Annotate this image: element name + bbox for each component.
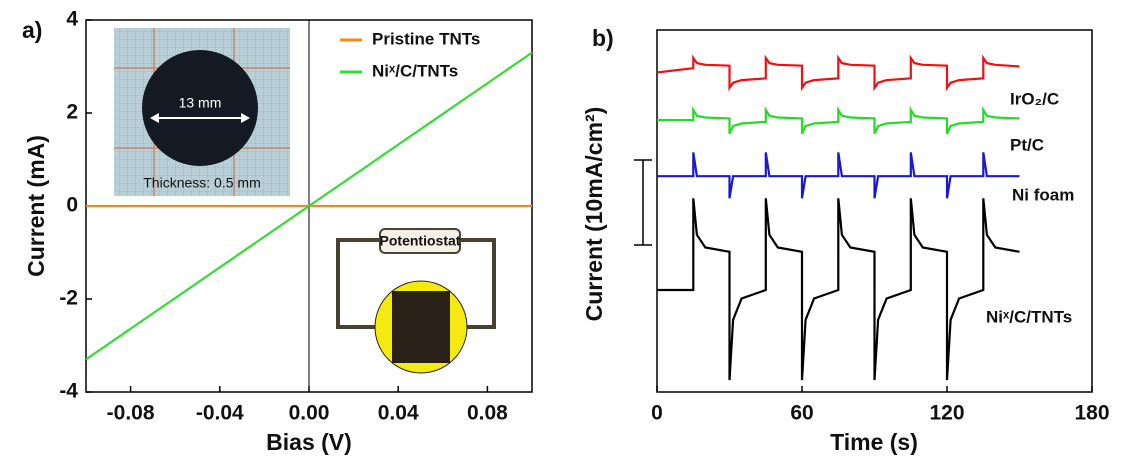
- series-line: [85, 51, 533, 361]
- panel-label: b): [592, 25, 614, 51]
- x-tick-label: 120: [929, 402, 964, 425]
- annotation: 13 mm: [179, 95, 222, 111]
- x-tick-label: 60: [790, 402, 813, 425]
- x-axis-label: Bias (V): [266, 429, 352, 455]
- y-tick-label: -4: [59, 380, 78, 403]
- y-axis-label: Current (10mA/cm²): [581, 107, 607, 322]
- panel-label: a): [22, 17, 42, 43]
- y-tick-label: 0: [66, 194, 78, 217]
- circuit-inset: Potentiostat: [336, 228, 496, 374]
- x-tick-label: 180: [1074, 402, 1109, 425]
- inset-photo: 13 mm Thickness: 0.5 mm: [114, 28, 290, 196]
- annotation: Thickness: 0.5 mm: [143, 175, 260, 191]
- legend-label: Pristine TNTs: [372, 29, 480, 48]
- scale-bar: [634, 159, 652, 246]
- x-tick-label: 0: [651, 402, 663, 425]
- annotation: Potentiostat: [380, 233, 461, 249]
- y-axis-label: Current (mA): [23, 135, 49, 277]
- series-label: Pt/C: [1010, 135, 1044, 154]
- y-tick-label: 2: [66, 101, 78, 124]
- y-tick-label: 4: [66, 8, 78, 31]
- plot-frame: [656, 29, 1093, 393]
- series-label: IrO₂/C: [1010, 89, 1059, 108]
- x-tick-label: 0.00: [289, 402, 330, 425]
- x-tick-label: -0.08: [107, 402, 155, 425]
- series-line: [657, 152, 1020, 199]
- series-line: [657, 198, 1020, 381]
- x-tick-label: 0.08: [467, 402, 508, 425]
- series-label: Niˣ/C/TNTs: [986, 307, 1072, 326]
- series-label: Ni foam: [1012, 185, 1074, 204]
- series-line: [656, 54, 1020, 92]
- x-tick-label: -0.04: [196, 402, 244, 425]
- legend-label: Niˣ/C/TNTs: [372, 61, 458, 80]
- x-axis-label: Time (s): [830, 429, 918, 455]
- chart: -0.08 -0.04 0.00 0.04 0.08 -4 -2 0 2 4 Pristine TN…: [22, 8, 533, 455]
- x-tick-label: 0.04: [378, 402, 419, 425]
- series-line: [657, 105, 1020, 135]
- y-tick-label: -2: [59, 287, 78, 310]
- chart: 0 60 120 180 IrO₂/C Pt/C Ni foam Niˣ/C/TNTs b) Ti…: [581, 25, 1109, 455]
